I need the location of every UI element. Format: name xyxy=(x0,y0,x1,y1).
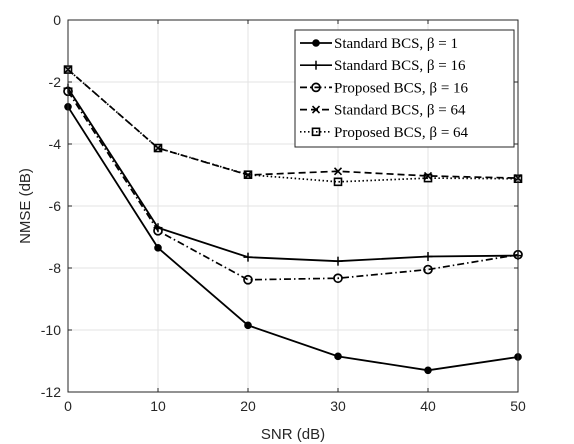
x-tick-label: 30 xyxy=(330,398,346,414)
data-point xyxy=(153,143,163,153)
data-point xyxy=(244,321,252,330)
data-point xyxy=(423,171,433,180)
y-axis-label: NMSE (dB) xyxy=(17,168,34,244)
legend-marker xyxy=(311,105,321,114)
y-tick-label: 0 xyxy=(53,12,61,28)
data-point xyxy=(334,352,342,361)
x-tick-label: 0 xyxy=(64,398,72,414)
data-point xyxy=(333,273,343,284)
grid xyxy=(67,19,519,393)
y-tick-label: -12 xyxy=(41,384,61,400)
legend-item: Standard BCS, β = 1 xyxy=(300,36,458,52)
legend-label: Standard BCS, β = 1 xyxy=(334,36,458,52)
x-tick-label: 40 xyxy=(420,398,436,414)
x-axis-label: SNR (dB) xyxy=(261,426,325,443)
legend-marker xyxy=(311,60,321,70)
y-tick-label: -4 xyxy=(49,136,62,152)
legend-box xyxy=(294,29,515,148)
series-line xyxy=(67,68,519,179)
series-1 xyxy=(64,103,522,375)
legend-item: Standard BCS, β = 16 xyxy=(300,58,466,74)
series-line xyxy=(67,68,519,183)
data-point xyxy=(423,252,433,262)
x-tick-label: 20 xyxy=(240,398,256,414)
series-line xyxy=(67,90,519,281)
data-point xyxy=(243,274,253,285)
series-line xyxy=(67,87,519,263)
legend-item: Standard BCS, β = 64 xyxy=(300,103,466,119)
data-point xyxy=(333,256,343,266)
data-point xyxy=(243,170,253,179)
data-point xyxy=(423,264,433,275)
data-point xyxy=(153,225,163,236)
series-line xyxy=(67,106,519,372)
legend-item: Proposed BCS, β = 64 xyxy=(300,125,469,141)
y-tick-label: -10 xyxy=(41,322,61,338)
y-tick-label: -6 xyxy=(49,198,62,214)
legend-item: Proposed BCS, β = 16 xyxy=(300,80,469,96)
series-group xyxy=(63,65,523,375)
data-point xyxy=(423,173,433,183)
data-point xyxy=(333,167,343,176)
legend-label: Standard BCS, β = 64 xyxy=(334,103,466,119)
legend-label: Proposed BCS, β = 16 xyxy=(334,80,469,96)
legend: Standard BCS, β = 1 Standard BCS, β = 16 P… xyxy=(294,29,515,148)
legend-marker xyxy=(311,82,321,93)
series-4 xyxy=(63,65,523,183)
data-point xyxy=(154,244,162,252)
legend-label: Standard BCS, β = 16 xyxy=(334,58,466,74)
data-point xyxy=(424,366,432,375)
x-tick-label: 10 xyxy=(150,398,166,414)
legend-marker xyxy=(312,39,320,47)
legend-label: Proposed BCS, β = 64 xyxy=(334,125,469,141)
x-tick-label: 50 xyxy=(510,398,526,414)
ticks: 0 10 20 30 40 50 0 -2 -4 -6 -8 -10 -12 xyxy=(41,12,526,414)
y-tick-label: -8 xyxy=(49,260,62,276)
data-point xyxy=(243,252,253,262)
data-point xyxy=(333,177,343,187)
y-tick-label: -2 xyxy=(49,74,62,90)
legend-marker xyxy=(311,127,321,137)
